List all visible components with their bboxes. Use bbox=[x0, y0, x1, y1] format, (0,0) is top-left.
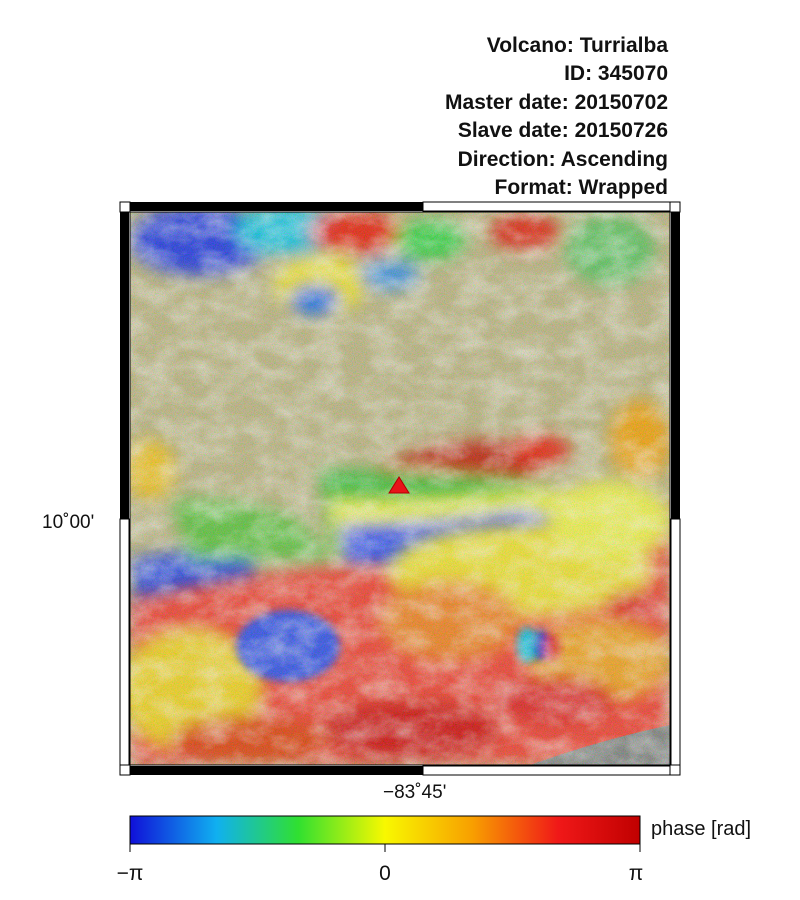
meta-id: ID: 345070 bbox=[564, 62, 668, 86]
latitude-label: 10˚00' bbox=[42, 512, 95, 533]
metadata-block: Volcano: Turrialba ID: 345070 Master dat… bbox=[445, 32, 668, 202]
colorbar-mid-label: 0 bbox=[379, 862, 391, 885]
map-frame bbox=[119, 201, 681, 776]
meta-format: Format: Wrapped bbox=[494, 176, 668, 200]
volcano-marker bbox=[388, 476, 410, 494]
interferogram-image bbox=[130, 212, 670, 765]
longitude-label: −83˚45' bbox=[383, 782, 447, 803]
meta-direction: Direction: Ascending bbox=[457, 147, 668, 171]
colorbar-max-label: π bbox=[628, 862, 644, 885]
colorbar-title: phase [rad] bbox=[651, 818, 752, 840]
colorbar-min-label: −π bbox=[116, 862, 144, 885]
meta-volcano: Volcano: Turrialba bbox=[486, 34, 668, 57]
colorbar-gradient bbox=[129, 815, 641, 845]
meta-master-date: Master date: 20150702 bbox=[445, 90, 668, 114]
colorbar bbox=[129, 815, 641, 852]
meta-slave-date: Slave date: 20150726 bbox=[457, 119, 668, 143]
